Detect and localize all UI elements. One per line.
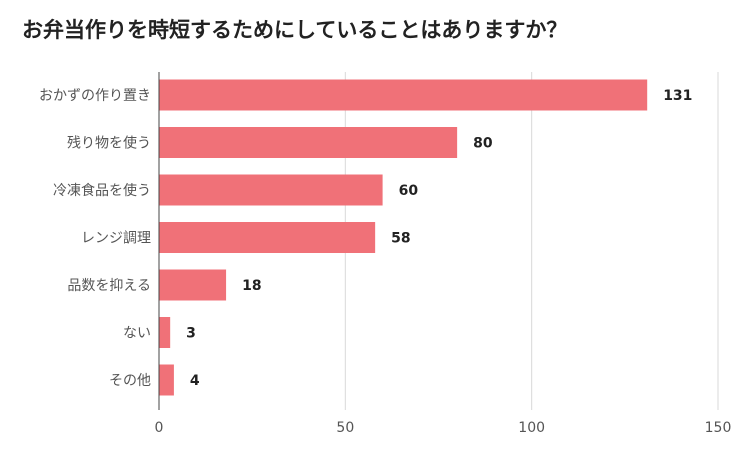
data-labels: 131 80 60 58 18 3 4 (186, 88, 692, 389)
bar-2 (159, 174, 383, 206)
bar-5 (159, 317, 171, 348)
data-label-2: 60 (399, 183, 419, 199)
data-label-0: 131 (663, 88, 692, 104)
data-label-5: 3 (186, 326, 196, 342)
chart-title: お弁当作りを時短するためにしていることはありますか？ (22, 18, 568, 42)
x-tick-label-100: 100 (518, 420, 545, 436)
category-label-5: ない (123, 326, 151, 342)
category-label-3: レンジ調理 (81, 231, 151, 247)
x-axis-ticks: 0 50 100 150 (155, 420, 732, 436)
data-label-4: 18 (242, 278, 261, 294)
category-label-0: おかずの作り置き (39, 88, 151, 104)
bar-4 (159, 269, 227, 301)
bars (159, 79, 648, 396)
data-label-6: 4 (190, 373, 200, 389)
bar-6 (159, 364, 174, 396)
data-label-3: 58 (391, 231, 410, 247)
bar-0 (159, 79, 648, 111)
x-tick-label-150: 150 (705, 420, 732, 436)
bar-1 (159, 127, 458, 158)
category-label-4: 品数を抑える (67, 278, 151, 294)
category-label-2: 冷凍食品を使う (53, 182, 151, 199)
category-label-6: その他 (109, 373, 151, 389)
bar-3 (159, 222, 376, 253)
x-tick-label-0: 0 (155, 420, 164, 436)
category-label-1: 残り物を使う (67, 135, 151, 152)
x-tick-label-50: 50 (336, 420, 354, 436)
data-label-1: 80 (473, 136, 493, 152)
